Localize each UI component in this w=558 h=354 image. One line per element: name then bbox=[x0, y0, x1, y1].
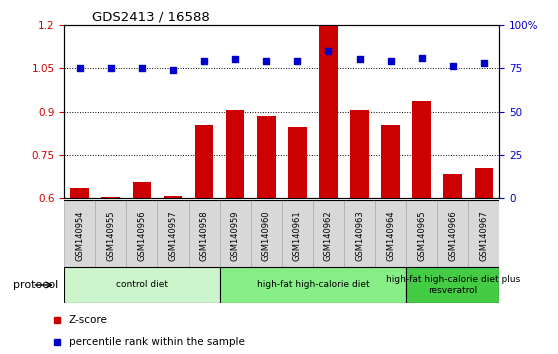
Bar bbox=[319, 26, 338, 198]
Text: GSM140954: GSM140954 bbox=[75, 210, 84, 261]
Bar bbox=[195, 125, 213, 198]
Point bbox=[324, 48, 333, 53]
Text: high-fat high-calorie diet plus
resveratrol: high-fat high-calorie diet plus resverat… bbox=[386, 275, 520, 295]
Bar bbox=[251, 200, 282, 267]
Point bbox=[230, 57, 239, 62]
Text: GSM140964: GSM140964 bbox=[386, 210, 395, 261]
Bar bbox=[474, 168, 493, 198]
Bar bbox=[257, 116, 276, 198]
Bar bbox=[220, 267, 406, 303]
Text: GSM140958: GSM140958 bbox=[200, 210, 209, 261]
Bar bbox=[412, 101, 431, 198]
Text: GSM140963: GSM140963 bbox=[355, 210, 364, 261]
Point bbox=[417, 55, 426, 61]
Bar bbox=[64, 200, 95, 267]
Point bbox=[169, 67, 177, 73]
Text: GSM140957: GSM140957 bbox=[169, 210, 177, 261]
Point bbox=[262, 58, 271, 64]
Text: GSM140955: GSM140955 bbox=[107, 210, 116, 261]
Text: high-fat high-calorie diet: high-fat high-calorie diet bbox=[257, 280, 369, 290]
Bar bbox=[468, 200, 499, 267]
Bar bbox=[70, 188, 89, 198]
Bar bbox=[157, 200, 189, 267]
Point bbox=[355, 57, 364, 62]
Bar bbox=[350, 110, 369, 198]
Text: GDS2413 / 16588: GDS2413 / 16588 bbox=[92, 11, 210, 24]
Text: GSM140956: GSM140956 bbox=[137, 210, 146, 261]
Text: GSM140966: GSM140966 bbox=[448, 210, 457, 261]
Text: GSM140962: GSM140962 bbox=[324, 210, 333, 261]
Bar bbox=[189, 200, 220, 267]
Point bbox=[479, 60, 488, 66]
Point bbox=[137, 65, 146, 71]
Bar bbox=[381, 125, 400, 198]
Bar bbox=[95, 200, 126, 267]
Point bbox=[75, 65, 84, 71]
Bar bbox=[282, 200, 313, 267]
Bar bbox=[102, 197, 120, 198]
Bar bbox=[288, 127, 307, 198]
Bar bbox=[220, 200, 251, 267]
Bar bbox=[437, 200, 468, 267]
Text: GSM140961: GSM140961 bbox=[293, 210, 302, 261]
Bar bbox=[313, 200, 344, 267]
Point bbox=[386, 58, 395, 64]
Text: GSM140959: GSM140959 bbox=[230, 210, 239, 261]
Bar bbox=[444, 174, 462, 198]
Text: percentile rank within the sample: percentile rank within the sample bbox=[69, 337, 244, 347]
Point bbox=[293, 58, 302, 64]
Bar bbox=[226, 110, 244, 198]
Bar bbox=[375, 200, 406, 267]
Bar bbox=[64, 267, 220, 303]
Point bbox=[200, 58, 209, 64]
Text: Z-score: Z-score bbox=[69, 315, 108, 325]
Text: GSM140960: GSM140960 bbox=[262, 210, 271, 261]
Bar bbox=[126, 200, 157, 267]
Bar bbox=[163, 196, 182, 198]
Text: GSM140965: GSM140965 bbox=[417, 210, 426, 261]
Bar bbox=[406, 267, 499, 303]
Text: control diet: control diet bbox=[116, 280, 168, 290]
Bar bbox=[344, 200, 375, 267]
Bar bbox=[133, 182, 151, 198]
Point bbox=[448, 64, 457, 69]
Text: protocol: protocol bbox=[13, 280, 59, 290]
Point bbox=[107, 65, 116, 71]
Bar bbox=[406, 200, 437, 267]
Text: GSM140967: GSM140967 bbox=[479, 210, 488, 261]
